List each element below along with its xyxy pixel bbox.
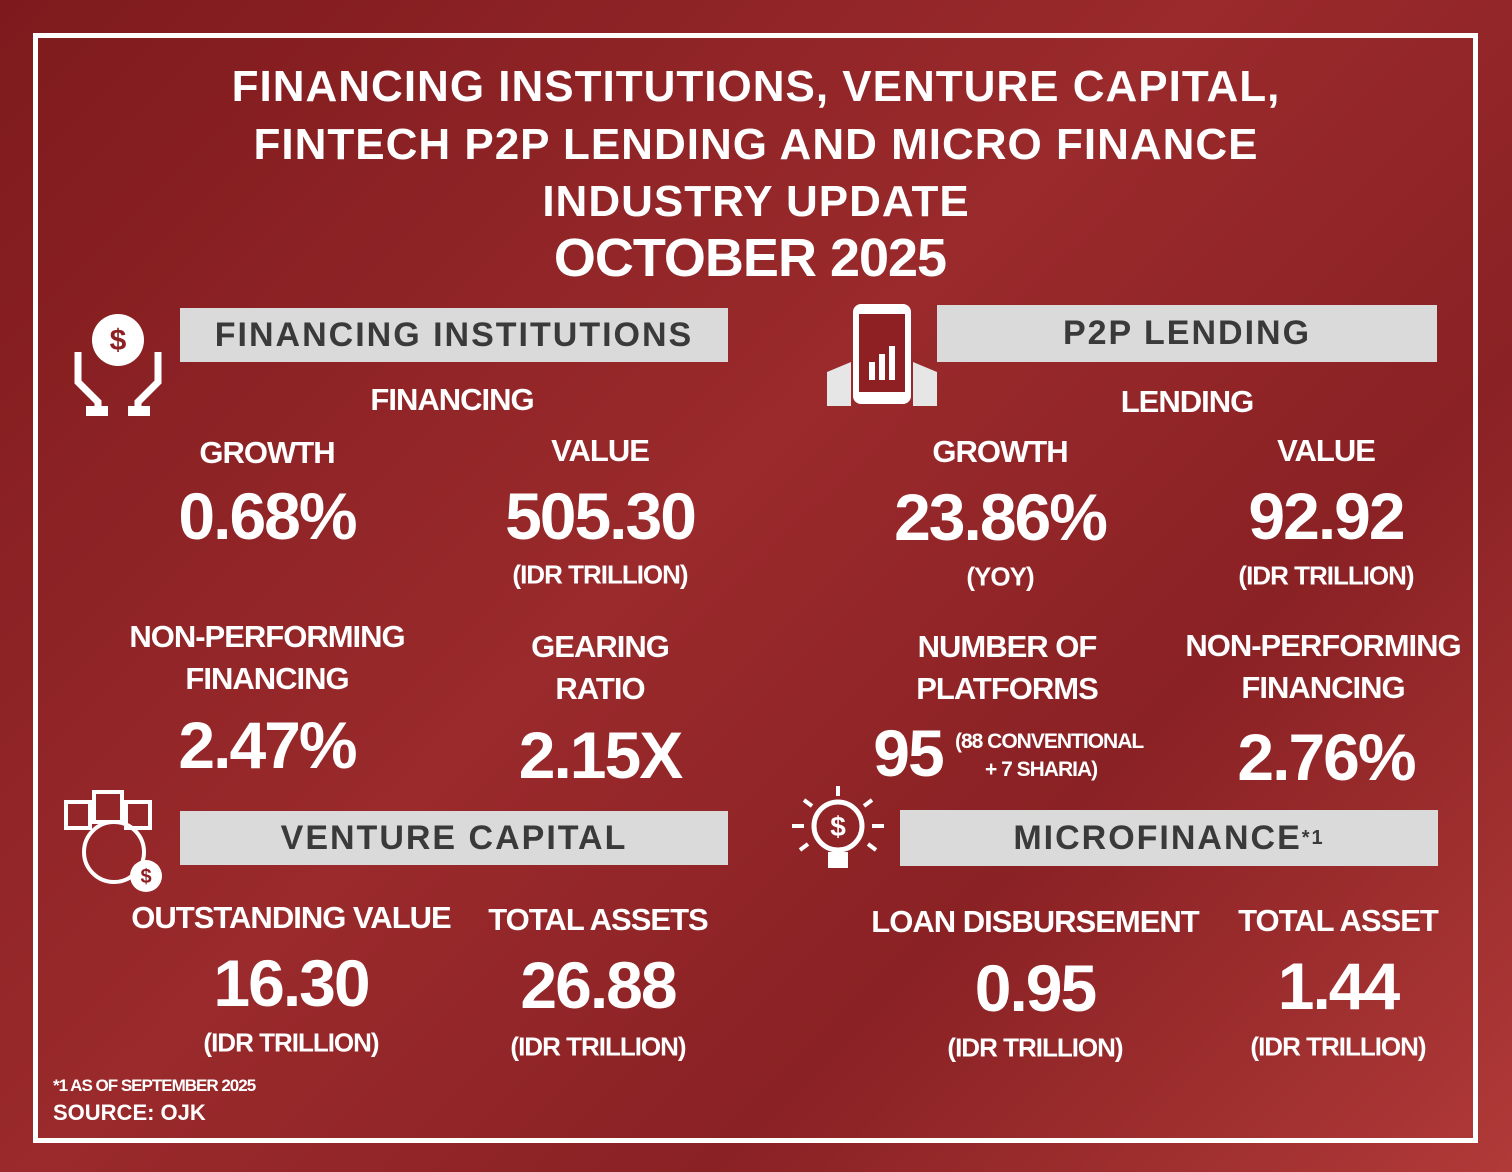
metric-value: 0.95 (974, 951, 1097, 1025)
date: OCTOBER 2025 (553, 228, 947, 288)
metric-label: VALUE (551, 433, 650, 468)
metric-label: OUTSTANDING VALUE (131, 900, 451, 935)
section-title: P2P LENDING (937, 305, 1437, 362)
metric-value: 92.92 (1248, 479, 1405, 553)
svg-text:$: $ (110, 324, 127, 357)
metric-unit: (IDR TRILLION) (510, 1031, 686, 1062)
footnote: *1 AS OF SEPTEMBER 2025 (53, 1076, 256, 1095)
metric-label: RATIO (555, 671, 645, 706)
venture-icon: $ (64, 790, 162, 892)
metric-note: (88 CONVENTIONAL (955, 730, 1144, 753)
phone-chart-icon (827, 304, 937, 406)
svg-text:$: $ (140, 866, 151, 888)
metric-label: FINANCING (185, 661, 349, 696)
metric-label: FINANCING (1241, 670, 1405, 705)
title-line: FINANCING INSTITUTIONS, VENTURE CAPITAL, (231, 62, 1281, 111)
metric-label: NON-PERFORMING (1185, 628, 1461, 663)
metric-unit: (IDR TRILLION) (947, 1032, 1123, 1063)
metric-value: 2.76% (1237, 720, 1416, 794)
metric-label: GEARING (531, 629, 670, 664)
metric-value: 505.30 (505, 479, 697, 553)
metric-value: 0.68% (178, 479, 357, 553)
metric-label: TOTAL ASSET (1238, 903, 1439, 938)
metric-label: VALUE (1277, 433, 1376, 468)
title-note: *1 (1301, 826, 1325, 849)
title-line: INDUSTRY UPDATE (542, 177, 970, 226)
source: SOURCE: OJK (53, 1100, 206, 1125)
section-title: MICROFINANCE *1 (900, 810, 1438, 866)
section-title-text: MICROFINANCE (1013, 818, 1302, 857)
metric-value: 26.88 (520, 948, 677, 1022)
metric-value: 2.47% (178, 708, 357, 782)
metric-label: GROWTH (932, 434, 1068, 469)
metric-note: + 7 SHARIA) (985, 758, 1098, 781)
hands-money-icon: $ (74, 314, 162, 416)
metric-value: 2.15X (518, 718, 683, 792)
section-title: VENTURE CAPITAL (180, 811, 728, 865)
metric-label: TOTAL ASSETS (488, 902, 708, 937)
title-line: FINTECH P2P LENDING AND MICRO FINANCE (253, 120, 1259, 169)
metric-label: LOAN DISBURSEMENT (871, 904, 1199, 939)
metric-unit: (YOY) (966, 561, 1034, 592)
metric-unit: (IDR TRILLION) (203, 1027, 379, 1058)
metric-value: 1.44 (1277, 949, 1400, 1023)
subtitle: LENDING (1120, 384, 1254, 419)
metric-unit: (IDR TRILLION) (1250, 1031, 1426, 1062)
metric-label: NON-PERFORMING (129, 619, 405, 654)
bulb-icon: $ (792, 786, 884, 868)
metric-label: PLATFORMS (916, 671, 1099, 706)
subtitle: FINANCING (370, 382, 534, 417)
metric-unit: (IDR TRILLION) (512, 559, 688, 590)
svg-text:$: $ (830, 811, 846, 842)
metric-value: 16.30 (213, 946, 370, 1020)
metric-label: GROWTH (199, 435, 335, 470)
section-title: FINANCING INSTITUTIONS (180, 308, 728, 362)
frame (33, 33, 1478, 1143)
metric-value: 23.86% (894, 480, 1108, 554)
metric-value: 95 (873, 716, 944, 790)
metric-label: NUMBER OF (917, 629, 1098, 664)
metric-unit: (IDR TRILLION) (1238, 560, 1414, 591)
